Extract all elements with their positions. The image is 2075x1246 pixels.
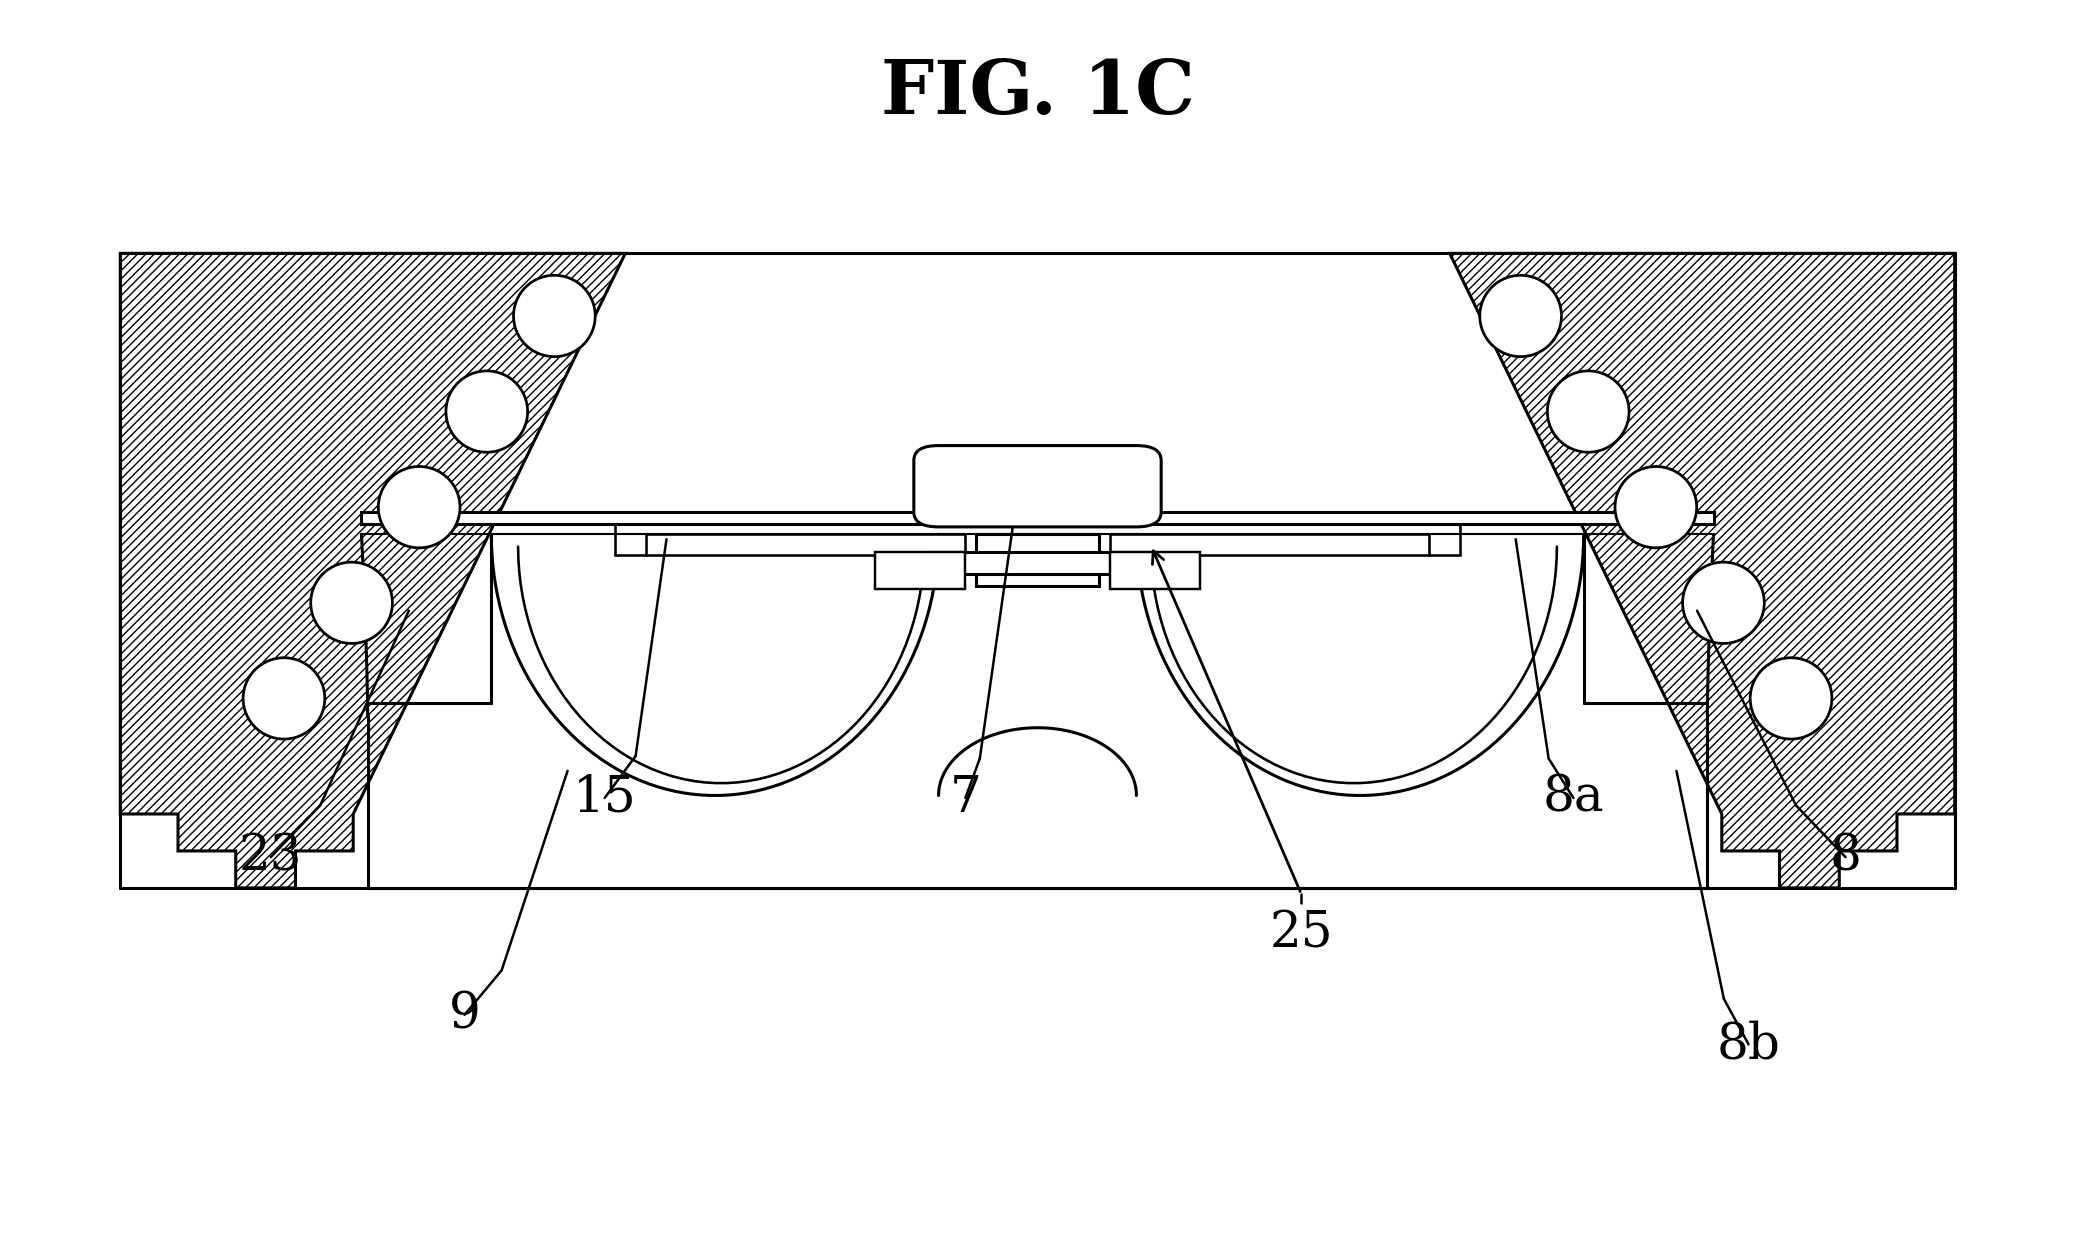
Ellipse shape (1614, 466, 1697, 548)
Ellipse shape (1479, 275, 1562, 356)
Ellipse shape (446, 371, 527, 452)
Text: 23: 23 (239, 832, 303, 882)
Ellipse shape (1548, 371, 1629, 452)
Text: 8: 8 (1830, 832, 1861, 882)
Polygon shape (975, 535, 1100, 586)
Polygon shape (1110, 552, 1199, 588)
Text: FIG. 1C: FIG. 1C (880, 56, 1195, 130)
Text: 15: 15 (573, 774, 637, 822)
Polygon shape (1110, 535, 1430, 556)
Ellipse shape (311, 562, 392, 643)
Ellipse shape (1749, 658, 1832, 739)
Text: 8a: 8a (1542, 774, 1604, 822)
Polygon shape (876, 552, 965, 588)
Ellipse shape (378, 466, 461, 548)
Polygon shape (361, 512, 1714, 525)
Text: 7: 7 (950, 774, 981, 822)
Ellipse shape (1683, 562, 1764, 643)
Polygon shape (645, 535, 965, 556)
Polygon shape (120, 253, 625, 888)
Ellipse shape (243, 658, 326, 739)
Polygon shape (930, 552, 1145, 573)
Text: 25: 25 (1270, 908, 1332, 958)
Ellipse shape (513, 275, 596, 356)
Polygon shape (1450, 253, 1955, 888)
FancyBboxPatch shape (913, 446, 1162, 527)
Text: 9: 9 (448, 991, 481, 1039)
Text: 8b: 8b (1716, 1019, 1780, 1069)
